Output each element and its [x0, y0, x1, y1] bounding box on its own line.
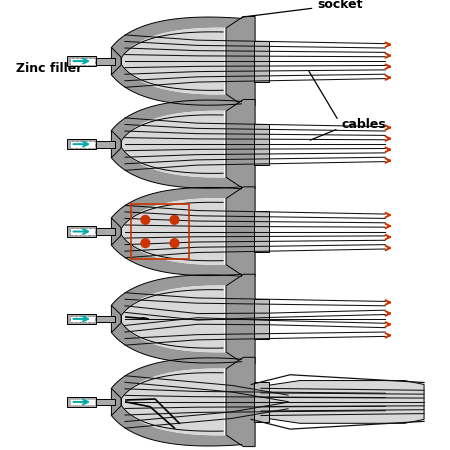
Polygon shape — [67, 314, 96, 324]
Polygon shape — [70, 141, 95, 148]
Polygon shape — [112, 235, 242, 275]
Circle shape — [141, 239, 150, 248]
Polygon shape — [254, 211, 269, 252]
Text: cables: cables — [342, 118, 386, 131]
Polygon shape — [254, 298, 269, 339]
Polygon shape — [70, 399, 95, 405]
Polygon shape — [121, 111, 238, 178]
Polygon shape — [226, 17, 255, 106]
Polygon shape — [254, 124, 269, 165]
Polygon shape — [70, 315, 95, 322]
Polygon shape — [254, 382, 269, 423]
Circle shape — [141, 216, 150, 224]
Polygon shape — [67, 396, 96, 407]
Text: socket: socket — [242, 0, 363, 17]
Polygon shape — [112, 358, 242, 398]
Circle shape — [170, 216, 179, 224]
Polygon shape — [112, 48, 121, 75]
Polygon shape — [261, 381, 424, 423]
Polygon shape — [70, 58, 95, 64]
Polygon shape — [70, 228, 95, 235]
Polygon shape — [121, 369, 238, 435]
Polygon shape — [112, 275, 242, 315]
Polygon shape — [96, 399, 115, 405]
Polygon shape — [112, 17, 242, 57]
Polygon shape — [112, 148, 242, 188]
Polygon shape — [226, 99, 255, 189]
Polygon shape — [96, 228, 115, 235]
Polygon shape — [112, 65, 242, 105]
Text: Zinc filler: Zinc filler — [16, 58, 108, 76]
Circle shape — [170, 239, 179, 248]
Polygon shape — [112, 130, 121, 158]
Polygon shape — [121, 198, 238, 265]
Polygon shape — [112, 305, 121, 333]
Polygon shape — [226, 357, 255, 446]
Polygon shape — [67, 226, 96, 237]
Polygon shape — [112, 188, 242, 228]
Polygon shape — [112, 406, 242, 446]
Polygon shape — [96, 58, 115, 64]
Polygon shape — [96, 141, 115, 148]
Polygon shape — [254, 40, 269, 81]
Polygon shape — [96, 315, 115, 322]
Polygon shape — [121, 285, 238, 352]
Polygon shape — [112, 388, 121, 415]
Polygon shape — [112, 100, 242, 140]
Polygon shape — [112, 218, 121, 245]
Polygon shape — [67, 56, 96, 67]
Polygon shape — [226, 274, 255, 364]
Polygon shape — [121, 28, 238, 94]
Polygon shape — [67, 139, 96, 149]
Polygon shape — [226, 187, 255, 276]
Polygon shape — [112, 323, 242, 363]
